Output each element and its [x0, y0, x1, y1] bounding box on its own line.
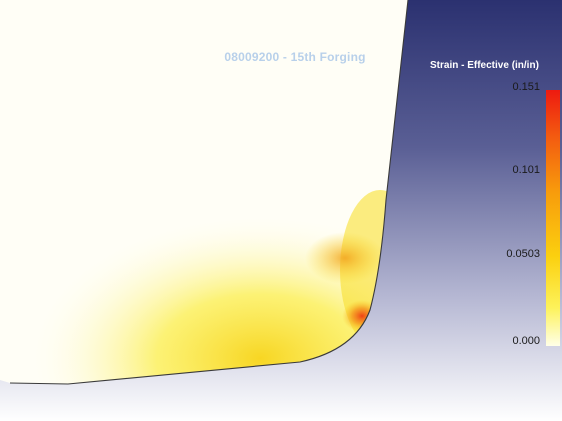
- legend-tick-min: 0.000: [512, 335, 540, 347]
- forging-part: [0, 140, 408, 384]
- legend-tick-max: 0.151: [512, 81, 540, 93]
- strain-hotspot-upper: [305, 232, 385, 284]
- legend-tick-0101: 0.101: [512, 164, 540, 176]
- legend-color-bar: [546, 90, 560, 346]
- figure-title: 08009200 - 15th Forging: [224, 50, 366, 64]
- legend-title: Strain - Effective (in/in): [430, 60, 539, 71]
- part-outline: [9, 0, 409, 385]
- legend-tick-00503: 0.0503: [506, 248, 540, 260]
